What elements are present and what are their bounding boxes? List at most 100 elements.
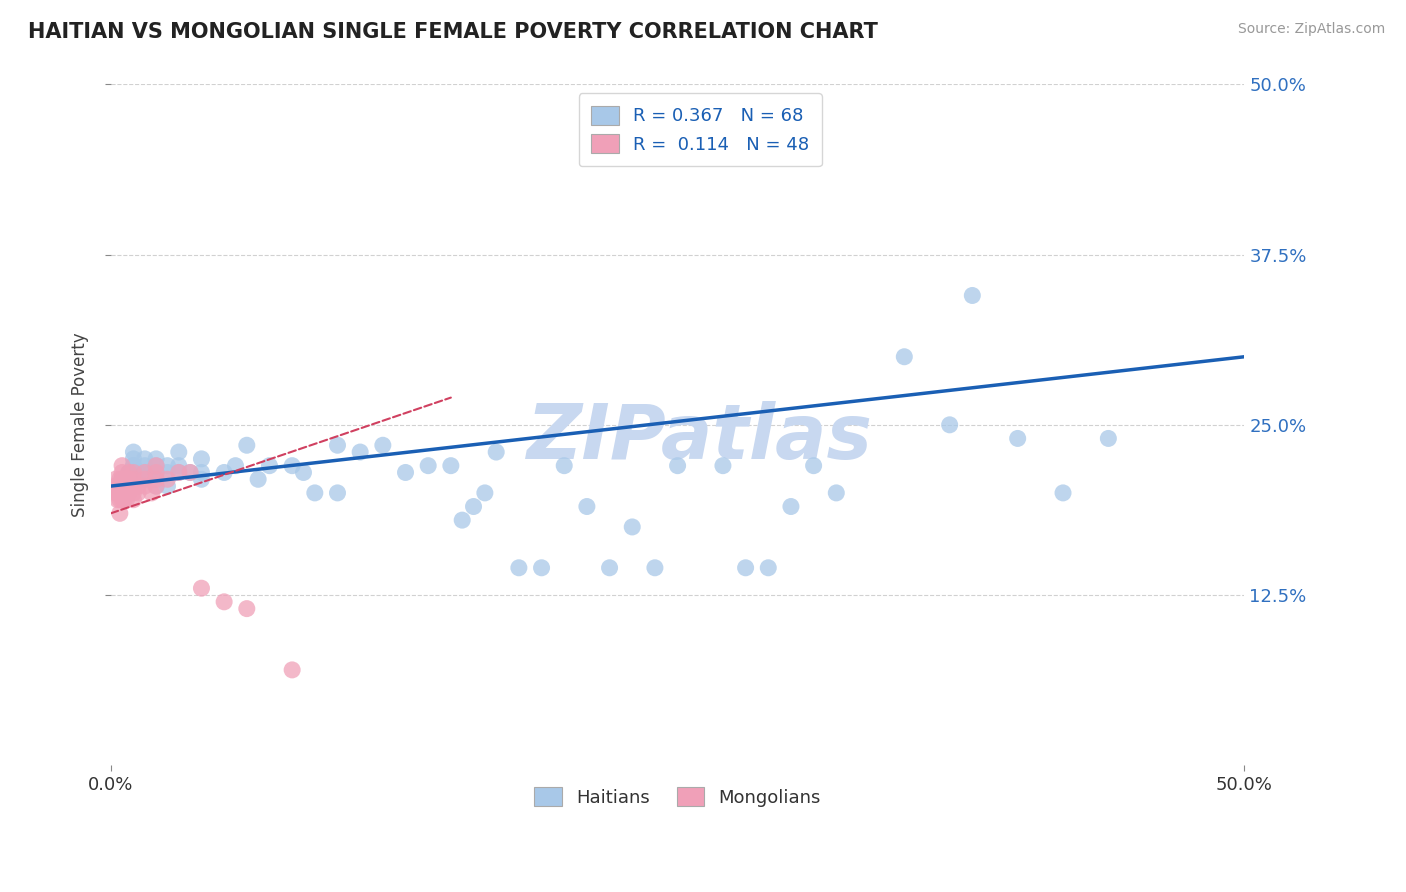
Point: [145, 466, 167, 480]
Point: [112, 492, 135, 507]
Point: [118, 486, 141, 500]
Point: [1097, 432, 1119, 446]
Point: [1052, 486, 1074, 500]
Y-axis label: Single Female Poverty: Single Female Poverty: [72, 333, 89, 517]
Point: [145, 472, 167, 486]
Point: [962, 288, 984, 302]
Point: [371, 438, 394, 452]
Point: [145, 466, 167, 480]
Point: [474, 486, 496, 500]
Point: [247, 472, 270, 486]
Point: [122, 458, 145, 473]
Point: [118, 479, 141, 493]
Point: [167, 466, 190, 480]
Point: [122, 466, 145, 480]
Point: [644, 561, 666, 575]
Point: [156, 479, 179, 493]
Point: [107, 479, 129, 493]
Text: ZIPatlas: ZIPatlas: [527, 401, 873, 475]
Point: [115, 492, 138, 507]
Point: [440, 458, 463, 473]
Point: [780, 500, 803, 514]
Point: [115, 486, 138, 500]
Point: [292, 466, 315, 480]
Point: [134, 451, 156, 466]
Point: [134, 479, 156, 493]
Point: [224, 458, 246, 473]
Point: [122, 451, 145, 466]
Point: [349, 445, 371, 459]
Point: [167, 458, 190, 473]
Point: [108, 492, 131, 507]
Point: [111, 472, 134, 486]
Point: [599, 561, 621, 575]
Point: [156, 472, 179, 486]
Point: [111, 472, 134, 486]
Point: [1007, 432, 1029, 446]
Point: [118, 466, 141, 480]
Point: [179, 466, 201, 480]
Point: [575, 500, 598, 514]
Point: [236, 601, 259, 615]
Point: [134, 466, 156, 480]
Point: [134, 472, 156, 486]
Point: [803, 458, 825, 473]
Point: [212, 595, 235, 609]
Point: [711, 458, 734, 473]
Point: [553, 458, 575, 473]
Point: [118, 466, 141, 480]
Point: [825, 486, 848, 500]
Point: [145, 458, 167, 473]
Point: [145, 458, 167, 473]
Point: [108, 479, 131, 493]
Point: [122, 445, 145, 459]
Point: [108, 472, 131, 486]
Text: HAITIAN VS MONGOLIAN SINGLE FEMALE POVERTY CORRELATION CHART: HAITIAN VS MONGOLIAN SINGLE FEMALE POVER…: [28, 22, 877, 42]
Point: [145, 472, 167, 486]
Point: [122, 472, 145, 486]
Point: [167, 466, 190, 480]
Point: [122, 466, 145, 480]
Point: [107, 492, 129, 507]
Point: [179, 466, 201, 480]
Point: [111, 479, 134, 493]
Point: [190, 466, 212, 480]
Point: [893, 350, 915, 364]
Point: [145, 479, 167, 493]
Point: [141, 466, 163, 480]
Point: [167, 445, 190, 459]
Point: [111, 492, 134, 507]
Point: [141, 486, 163, 500]
Point: [281, 663, 304, 677]
Point: [111, 486, 134, 500]
Point: [134, 466, 156, 480]
Point: [530, 561, 553, 575]
Point: [127, 466, 149, 480]
Point: [394, 466, 416, 480]
Point: [145, 451, 167, 466]
Point: [190, 472, 212, 486]
Point: [156, 466, 179, 480]
Point: [418, 458, 440, 473]
Point: [451, 513, 474, 527]
Point: [111, 458, 134, 473]
Point: [463, 500, 485, 514]
Point: [621, 520, 644, 534]
Point: [190, 581, 212, 595]
Point: [134, 472, 156, 486]
Point: [666, 458, 689, 473]
Point: [508, 561, 530, 575]
Point: [236, 438, 259, 452]
Point: [118, 472, 141, 486]
Point: [122, 492, 145, 507]
Point: [259, 458, 281, 473]
Legend: Haitians, Mongolians: Haitians, Mongolians: [527, 780, 828, 814]
Point: [938, 417, 960, 432]
Point: [111, 466, 134, 480]
Point: [127, 479, 149, 493]
Point: [156, 458, 179, 473]
Point: [122, 486, 145, 500]
Point: [190, 451, 212, 466]
Point: [104, 472, 127, 486]
Point: [108, 506, 131, 520]
